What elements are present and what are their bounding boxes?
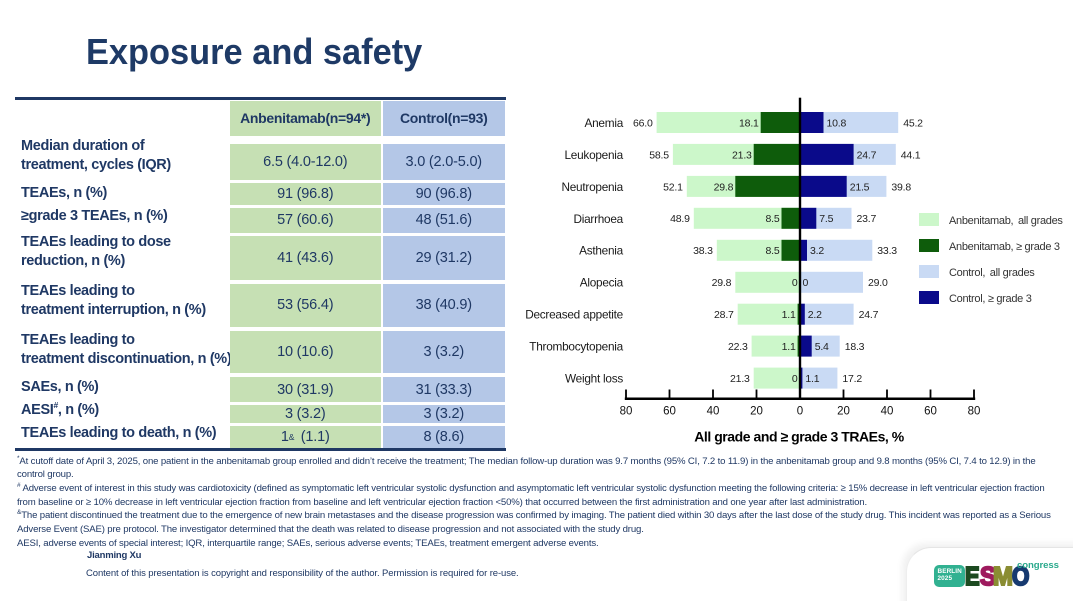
- svg-text:38.3: 38.3: [693, 245, 713, 257]
- svg-text:48.9: 48.9: [670, 213, 690, 225]
- svg-text:21.5: 21.5: [850, 181, 870, 193]
- svg-text:Anbenitamab, ≥ grade 3: Anbenitamab, ≥ grade 3: [949, 241, 1060, 253]
- svg-text:40: 40: [707, 406, 720, 418]
- svg-text:Weight loss: Weight loss: [565, 372, 623, 386]
- svg-text:7.5: 7.5: [819, 213, 833, 225]
- svg-text:Alopecia: Alopecia: [580, 276, 624, 290]
- svg-text:18.3: 18.3: [845, 341, 865, 353]
- svg-text:28.7: 28.7: [714, 309, 734, 321]
- svg-text:45.2: 45.2: [903, 117, 923, 129]
- svg-text:All grade and ≥ grade 3 TRAEs,: All grade and ≥ grade 3 TRAEs, %: [694, 429, 905, 445]
- svg-text:60: 60: [663, 406, 676, 418]
- svg-text:33.3: 33.3: [877, 245, 897, 257]
- svg-text:3.2: 3.2: [810, 245, 824, 257]
- svg-text:66.0: 66.0: [633, 117, 653, 129]
- svg-text:Thrombocytopenia: Thrombocytopenia: [529, 340, 623, 354]
- svg-text:0: 0: [797, 406, 803, 418]
- svg-text:29.8: 29.8: [714, 181, 734, 193]
- svg-text:1.1: 1.1: [782, 309, 796, 321]
- svg-text:52.1: 52.1: [663, 181, 683, 193]
- svg-text:Anemia: Anemia: [585, 116, 624, 130]
- svg-text:40: 40: [881, 406, 894, 418]
- svg-text:29.8: 29.8: [712, 277, 732, 289]
- svg-text:2.2: 2.2: [808, 309, 822, 321]
- svg-text:5.4: 5.4: [815, 341, 829, 353]
- svg-text:8.5: 8.5: [766, 245, 780, 257]
- svg-text:80: 80: [968, 406, 981, 418]
- svg-text:24.7: 24.7: [857, 149, 877, 161]
- svg-text:58.5: 58.5: [649, 149, 669, 161]
- svg-text:20: 20: [750, 406, 763, 418]
- svg-text:10.8: 10.8: [827, 117, 847, 129]
- svg-text:1.1: 1.1: [782, 341, 796, 353]
- svg-text:Control, ≥ grade 3: Control, ≥ grade 3: [949, 293, 1032, 305]
- svg-text:Anbenitamab, all grades: Anbenitamab, all grades: [949, 215, 1063, 227]
- svg-text:Decreased appetite: Decreased appetite: [525, 308, 623, 322]
- svg-text:21.3: 21.3: [732, 149, 752, 161]
- svg-text:20: 20: [837, 406, 850, 418]
- svg-text:0: 0: [792, 277, 798, 289]
- svg-text:29.0: 29.0: [868, 277, 888, 289]
- svg-text:22.3: 22.3: [728, 341, 748, 353]
- svg-text:Leukopenia: Leukopenia: [564, 148, 623, 162]
- svg-text:0: 0: [803, 277, 809, 289]
- svg-text:60: 60: [924, 406, 937, 418]
- svg-text:18.1: 18.1: [739, 117, 759, 129]
- svg-text:Neutropenia: Neutropenia: [561, 180, 623, 194]
- svg-text:23.7: 23.7: [857, 213, 877, 225]
- svg-text:80: 80: [620, 406, 633, 418]
- svg-text:21.3: 21.3: [730, 373, 750, 385]
- svg-text:Asthenia: Asthenia: [579, 244, 624, 258]
- svg-text:24.7: 24.7: [859, 309, 879, 321]
- svg-text:1.1: 1.1: [805, 373, 819, 385]
- svg-text:Control, all grades: Control, all grades: [949, 267, 1035, 279]
- svg-text:39.8: 39.8: [891, 181, 911, 193]
- svg-text:44.1: 44.1: [901, 149, 921, 161]
- svg-text:17.2: 17.2: [842, 373, 862, 385]
- svg-text:0: 0: [792, 373, 798, 385]
- svg-text:Diarrhoea: Diarrhoea: [573, 212, 623, 226]
- svg-text:8.5: 8.5: [766, 213, 780, 225]
